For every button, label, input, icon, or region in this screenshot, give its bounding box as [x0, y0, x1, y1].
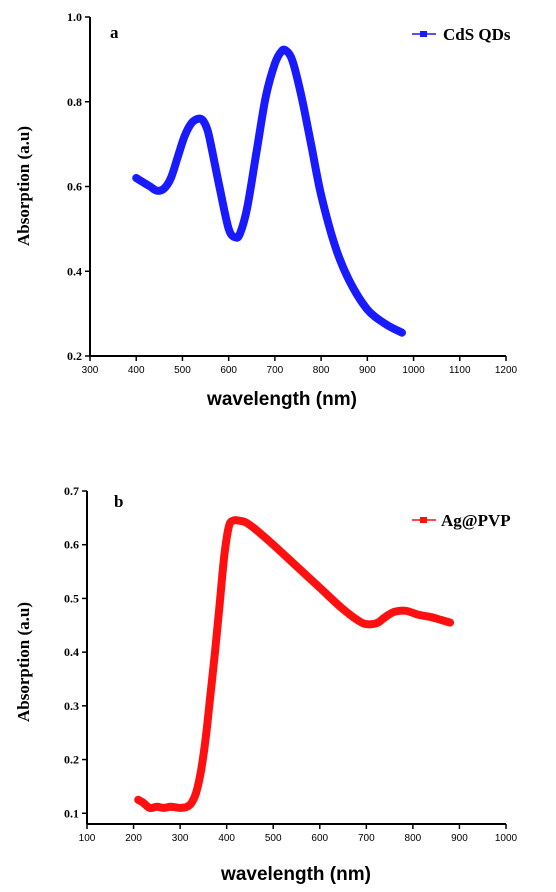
a-panel-label: a [110, 23, 119, 42]
b-legend: Ag@PVP [412, 511, 511, 530]
b-y-tick-label-5: 0.6 [64, 538, 79, 552]
b-y-tick-label-6: 0.7 [64, 484, 79, 498]
b-x-tick-label-0: 100 [79, 833, 96, 844]
b-y-tick-label-1: 0.2 [64, 753, 79, 767]
a-y-axis-label: Absorption (a.u) [14, 126, 33, 246]
a-y-tick-label-3: 0.8 [67, 95, 82, 109]
b-series-line [134, 516, 455, 813]
a-series-line [132, 45, 406, 337]
b-y-axis-label: Absorption (a.u) [14, 602, 33, 722]
b-x-tick-label-7: 800 [405, 833, 422, 844]
a-x-tick-label-9: 1200 [495, 365, 518, 376]
a-y-tick-label-2: 0.6 [67, 180, 82, 194]
a-legend-label: CdS QDs [443, 25, 511, 44]
b-x-tick-label-1: 200 [125, 833, 142, 844]
a-x-tick-label-4: 700 [267, 365, 284, 376]
b-legend-marker [420, 517, 427, 523]
a-x-tick-label-0: 300 [82, 365, 99, 376]
a-x-tick-label-2: 500 [174, 365, 191, 376]
a-x-tick-label-5: 800 [313, 365, 330, 376]
a-legend-marker [420, 31, 427, 37]
a-legend: CdS QDs [412, 25, 511, 44]
b-legend-label: Ag@PVP [441, 511, 511, 530]
b-panel-label: b [114, 492, 123, 511]
b-y-tick-label-4: 0.5 [64, 591, 79, 605]
panel-b: 100 200 300 400 500 600 700 800 900 1000 0.1 0.2 0.3… [14, 484, 518, 885]
b-y-tick-label-2: 0.3 [64, 699, 79, 713]
b-x-tick-label-4: 500 [265, 833, 282, 844]
a-y-tick-label-1: 0.4 [67, 264, 82, 278]
a-x-axis-label: wavelength (nm) [206, 389, 357, 410]
b-x-axis-label: wavelength (nm) [220, 864, 371, 885]
a-ticks: 300 400 500 600 700 800 900 1000 1100 1200 0.2 0.4 0… [67, 10, 518, 376]
a-y-tick-label-4: 1.0 [67, 10, 82, 24]
a-x-tick-label-7: 1000 [402, 365, 425, 376]
b-y-tick-label-3: 0.4 [64, 645, 79, 659]
a-x-tick-label-3: 600 [220, 365, 237, 376]
b-x-tick-label-6: 700 [358, 833, 375, 844]
a-x-tick-label-1: 400 [128, 365, 145, 376]
a-y-tick-label-0: 0.2 [67, 349, 82, 363]
b-x-tick-label-5: 600 [311, 833, 328, 844]
b-x-tick-label-2: 300 [172, 833, 189, 844]
b-x-tick-label-8: 900 [451, 833, 468, 844]
b-x-tick-label-9: 1000 [495, 833, 518, 844]
panel-a: 300 400 500 600 700 800 900 1000 1100 1200 0.2 0.4 0… [14, 10, 518, 410]
a-x-tick-label-6: 900 [359, 365, 376, 376]
b-y-tick-label-0: 0.1 [64, 806, 79, 820]
b-ticks: 100 200 300 400 500 600 700 800 900 1000 0.1 0.2 0.3… [64, 484, 518, 844]
a-x-tick-label-8: 1100 [449, 365, 471, 376]
b-x-tick-label-3: 400 [218, 833, 235, 844]
